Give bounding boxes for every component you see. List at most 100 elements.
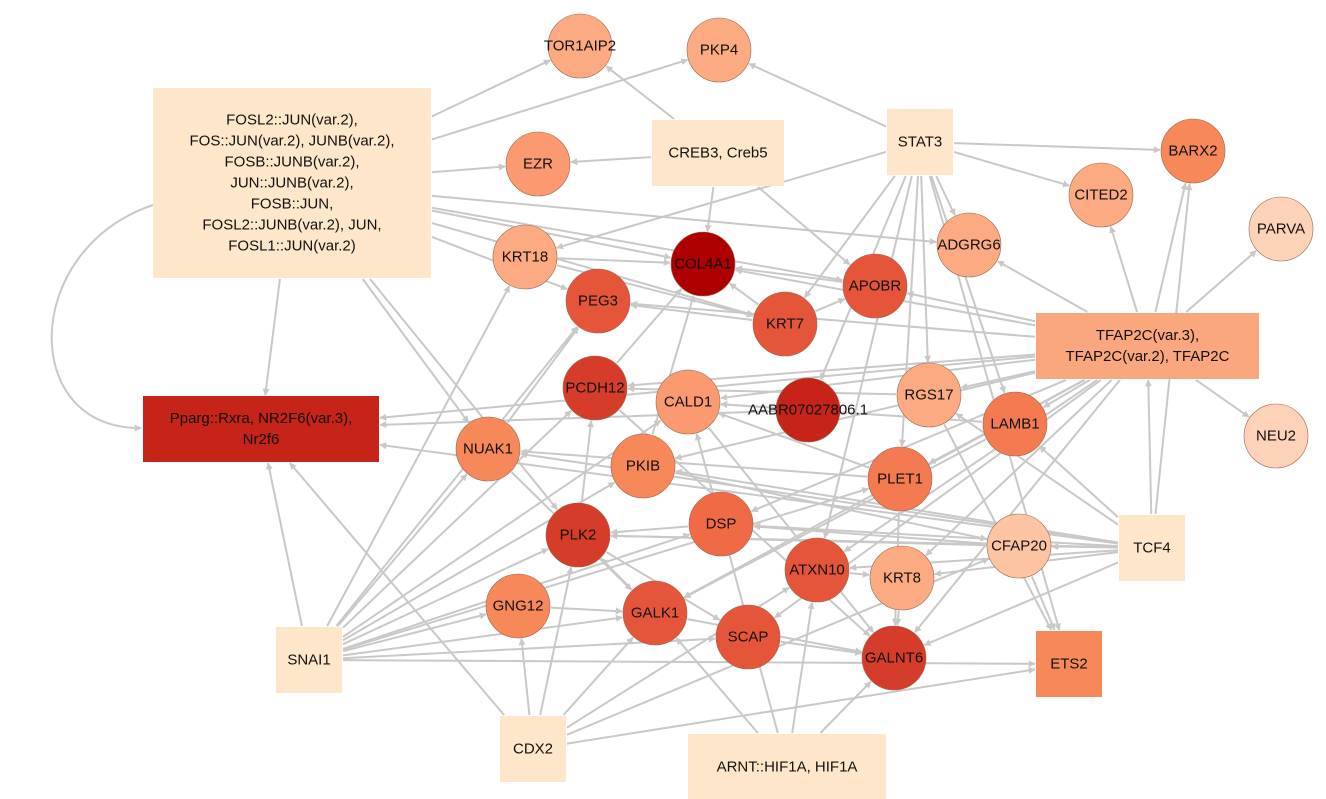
node-label-fosl2: FOSL2::JUN(var.2), [226,112,358,129]
node-dsp[interactable]: DSP [688,491,754,557]
node-cdx2[interactable]: CDX2 [500,716,566,782]
node-pcdh12[interactable]: PCDH12 [562,355,628,421]
edge-snai1-to-ets2 [342,659,1036,668]
node-plk2[interactable]: PLK2 [545,502,611,568]
node-label-lamb1: LAMB1 [990,416,1039,433]
node-shape-ets2 [1036,631,1102,697]
edge-tfap2c-to-rgs17 [960,370,1036,390]
node-label-plk2: PLK2 [560,527,597,544]
node-galnt6[interactable]: GALNT6 [861,625,927,691]
node-creb3[interactable]: CREB3, Creb5 [652,120,784,186]
node-label-pkib: PKIB [626,458,660,475]
edge-tfap2c-to-pkib [674,371,1036,461]
node-tfap2c[interactable]: TFAP2C(var.3), TFAP2C(var.2), TFAP2C [1036,313,1259,379]
node-label-ezr: EZR [523,156,553,173]
edge-tfap2c-to-neu2 [1195,379,1250,418]
node-krt7[interactable]: KRT7 [752,291,818,357]
node-shape-krt18 [492,224,558,290]
node-pparg[interactable]: Pparg::Rxra, NR2F6(var.3),Nr2f6 [143,396,379,462]
node-label-snai1: SNAI1 [287,652,330,669]
node-peg3[interactable]: PEG3 [565,268,631,334]
node-galk1[interactable]: GALK1 [622,580,688,646]
node-fosl2[interactable]: FOSL2::JUN(var.2),FOS::JUN(var.2), JUNB(… [153,88,431,278]
edge-stat3-to-atxn10 [822,175,913,539]
node-label-apobr: APOBR [849,278,902,295]
node-nuak1[interactable]: NUAK1 [455,416,521,482]
edge-pcdh12-to-col4a1 [615,288,683,364]
node-plet1[interactable]: PLET1 [867,446,933,512]
node-shape-ezr [505,131,571,197]
node-apobr[interactable]: APOBR [842,253,908,319]
node-label-nuak1: NUAK1 [463,441,513,458]
edge-krt18-to-col4a1 [557,257,671,266]
edge-snai1-to-gng12 [342,612,487,653]
edge-fosl2-to-pkp4 [431,58,689,141]
node-label-fosl2: FOSL2::JUNB(var.2), JUN, [202,217,381,234]
node-tor1aip2[interactable]: TOR1AIP2 [544,13,616,79]
node-shape-scap [715,604,781,670]
edge-tcf4-to-tfap2c [1144,379,1153,515]
node-stat3[interactable]: STAT3 [887,109,953,175]
node-aabr[interactable]: AABR07027806.1 [748,377,868,443]
node-shape-galnt6 [861,625,927,691]
node-barx2[interactable]: BARX2 [1160,118,1226,184]
edge-cdx2-to-pparg [289,462,505,716]
node-neu2[interactable]: NEU2 [1243,403,1309,469]
edge-cald1-to-galnt6 [707,427,875,633]
edge-cdx2-to-gng12 [518,638,531,716]
node-ets2[interactable]: ETS2 [1036,631,1102,697]
node-pkib[interactable]: PKIB [610,433,676,499]
node-lamb1[interactable]: LAMB1 [982,391,1048,457]
node-tcf4[interactable]: TCF4 [1119,515,1185,581]
edge-plet1-to-nuak1 [520,448,868,478]
node-col4a1[interactable]: COL4A1 [670,231,736,297]
node-label-tor1aip2: TOR1AIP2 [544,38,616,55]
node-krt8[interactable]: KRT8 [869,545,935,611]
node-shape-tor1aip2 [547,13,613,79]
node-rgs17[interactable]: RGS17 [896,362,962,428]
node-label-barx2: BARX2 [1168,143,1217,160]
edge-snai1-to-nuak1 [337,473,468,627]
node-shape-cited2 [1068,162,1134,228]
node-shape-snai1 [276,627,342,693]
edge-stat3-to-lamb1 [930,175,1006,394]
node-arnt[interactable]: ARNT::HIF1A, HIF1A [688,734,886,799]
node-cfap20[interactable]: CFAP20 [986,513,1052,579]
node-gng12[interactable]: GNG12 [485,573,551,639]
node-ezr[interactable]: EZR [505,131,571,197]
edge-plk2-to-pcdh12 [580,420,594,503]
node-label-krt18: KRT18 [502,249,548,266]
node-shape-creb3 [652,120,784,186]
node-label-aabr: AABR07027806.1 [748,402,868,419]
edge-arnt-to-atxn10 [791,601,815,734]
node-label-stat3: STAT3 [898,134,942,151]
node-shape-neu2 [1243,403,1309,469]
node-shape-pkib [610,433,676,499]
node-label-krt8: KRT8 [883,570,921,587]
node-label-galnt6: GALNT6 [865,650,923,667]
node-label-tcf4: TCF4 [1133,540,1171,557]
edge-fosl2-to-krt7 [431,222,754,317]
edge-cfap20-to-dsp [753,523,987,545]
node-krt18[interactable]: KRT18 [492,224,558,290]
edge-cdx2-to-galk1 [562,636,634,716]
edge-cfap20-to-ets2 [1030,575,1056,631]
edge-stat3-to-krt18 [556,150,887,250]
node-adgrg6[interactable]: ADGRG6 [936,212,1002,278]
edge-gng12-to-galk1 [550,606,623,615]
node-shape-aabr [775,377,841,443]
node-shape-tfap2c [1036,313,1259,379]
node-atxn10[interactable]: ATXN10 [784,537,850,603]
node-shape-nuak1 [455,416,521,482]
node-cited2[interactable]: CITED2 [1068,162,1134,228]
node-snai1[interactable]: SNAI1 [276,627,342,693]
node-cald1[interactable]: CALD1 [655,369,721,435]
node-shape-col4a1 [670,231,736,297]
node-shape-lamb1 [982,391,1048,457]
node-shape-krt7 [752,291,818,357]
node-parva[interactable]: PARVA [1248,196,1314,262]
node-pkp4[interactable]: PKP4 [686,17,752,83]
edge-stat3-to-krt7 [803,175,896,299]
edge-pkib-to-cfap20 [675,471,988,542]
node-scap[interactable]: SCAP [715,604,781,670]
